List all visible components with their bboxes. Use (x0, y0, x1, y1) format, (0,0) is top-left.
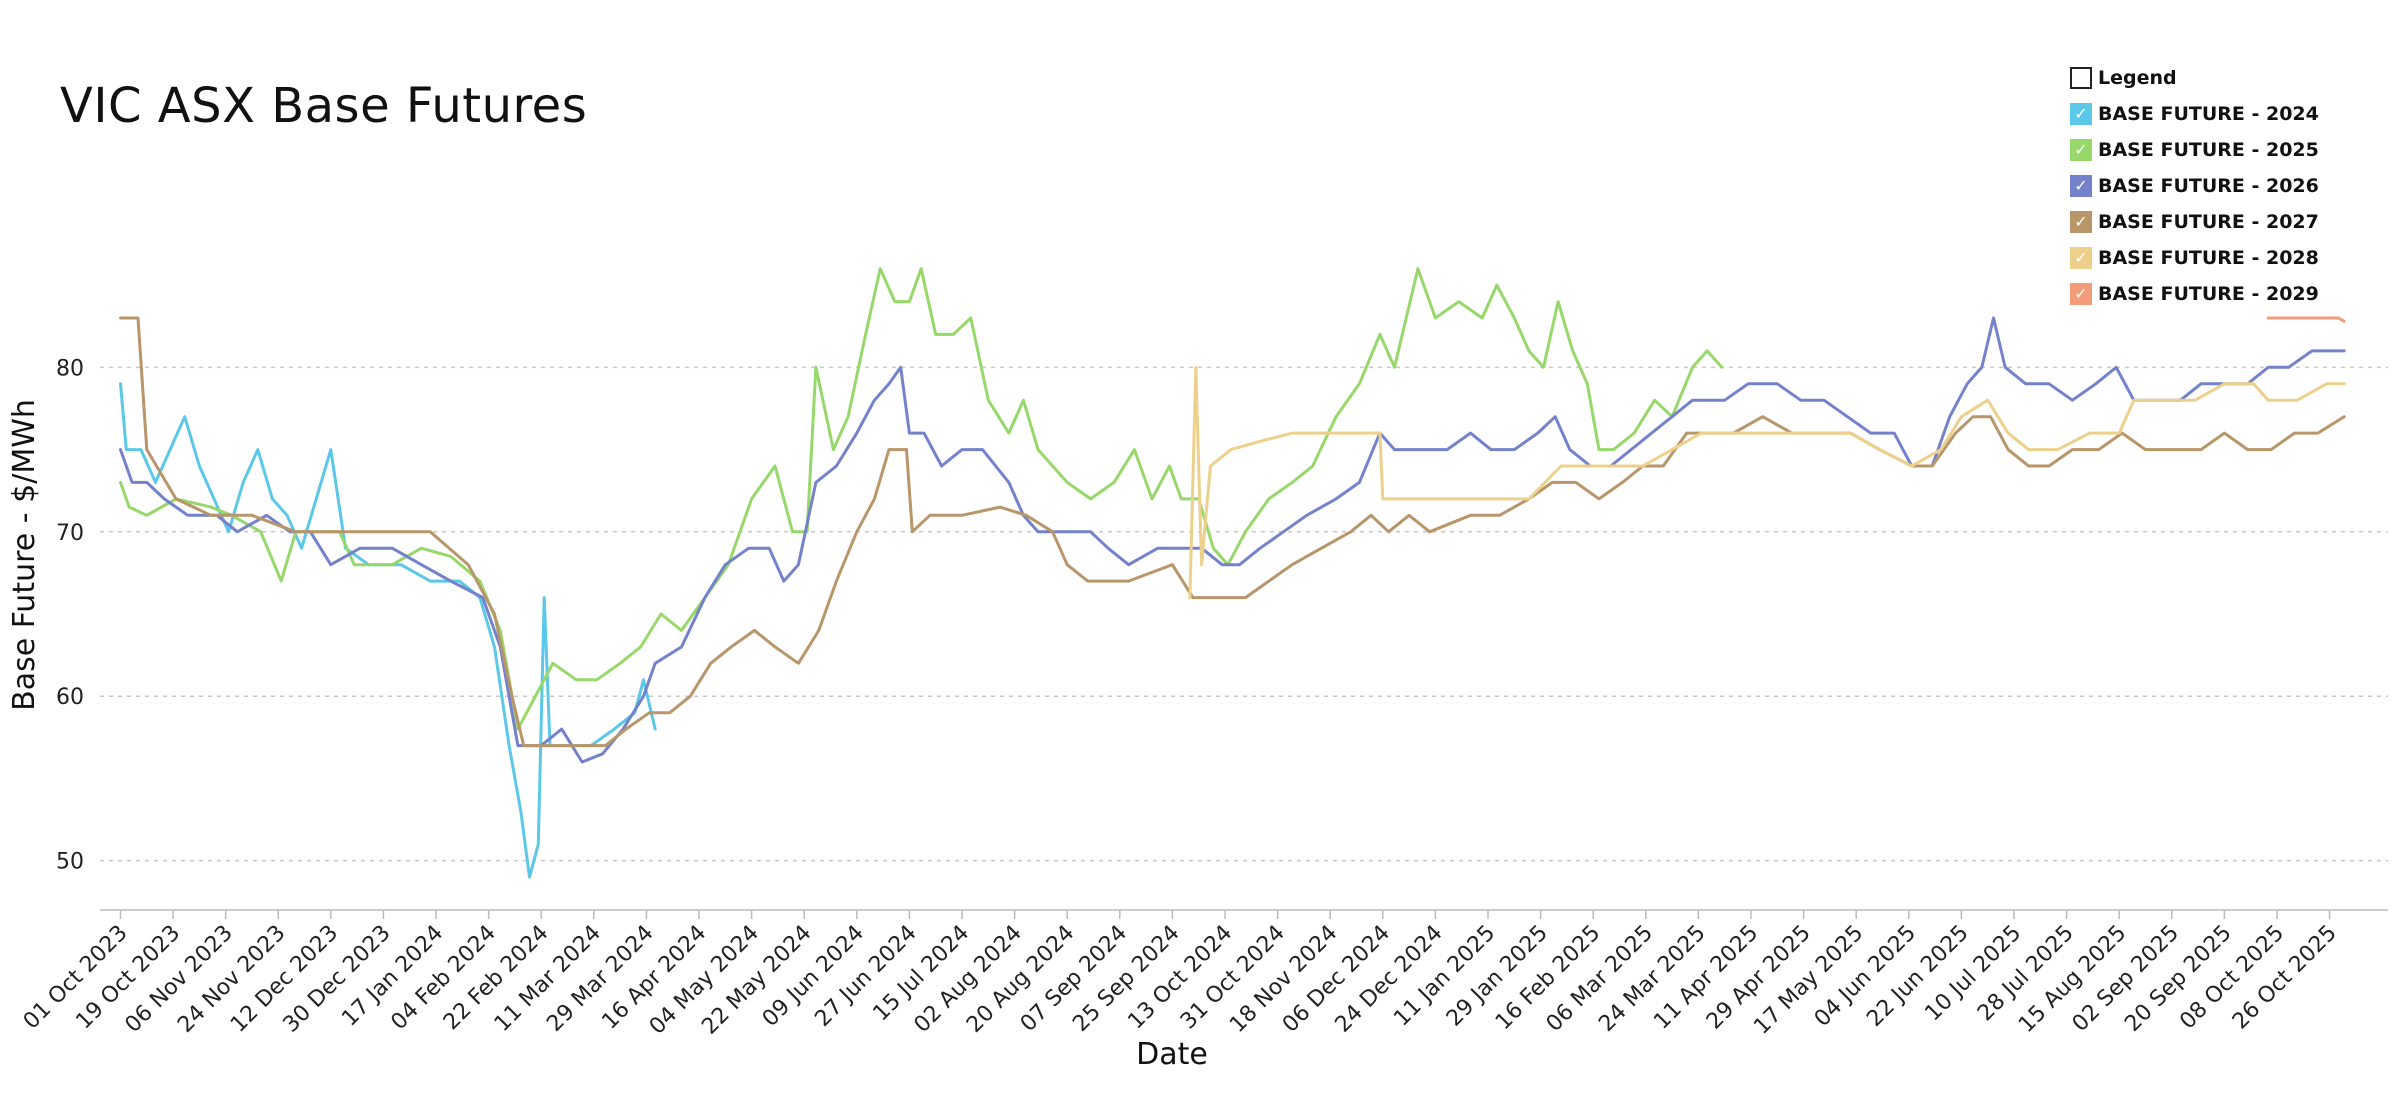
chart-title: VIC ASX Base Futures (60, 78, 588, 134)
y-tick-label: 50 (56, 850, 84, 875)
series-layer (119, 267, 2346, 879)
legend-header-label: Legend (2098, 67, 2177, 89)
series-line-base-future-2024 (119, 382, 657, 879)
legend-item[interactable]: ✓ BASE FUTURE - 2029 (2070, 276, 2319, 312)
legend-item-label: BASE FUTURE - 2025 (2098, 139, 2319, 161)
checkmark-icon: ✓ (2074, 176, 2088, 195)
legend-item[interactable]: ✓ BASE FUTURE - 2026 (2070, 168, 2319, 204)
legend-checkbox[interactable]: ✓ (2070, 175, 2092, 197)
x-axis-title: Date (1136, 1037, 1208, 1072)
legend-item[interactable]: ✓ BASE FUTURE - 2028 (2070, 240, 2319, 276)
legend-checkbox[interactable]: ✓ (2070, 247, 2092, 269)
checkmark-icon: ✓ (2074, 248, 2088, 267)
series-line-base-future-2027 (119, 316, 2346, 748)
y-tick-label: 60 (56, 685, 84, 710)
y-tick-label: 70 (56, 521, 84, 546)
legend-item-label: BASE FUTURE - 2029 (2098, 283, 2319, 305)
legend-toggle-checkbox[interactable] (2070, 67, 2092, 89)
checkmark-icon: ✓ (2074, 284, 2088, 303)
legend-checkbox[interactable]: ✓ (2070, 139, 2092, 161)
legend-checkbox[interactable]: ✓ (2070, 283, 2092, 305)
legend-item-label: BASE FUTURE - 2027 (2098, 211, 2319, 233)
grid-layer (100, 366, 2388, 862)
series-line-base-future-2028 (1188, 365, 2346, 600)
series-line-base-future-2026 (119, 316, 2346, 764)
legend-checkbox[interactable]: ✓ (2070, 103, 2092, 125)
legend-header[interactable]: Legend (2070, 60, 2319, 96)
series-line-base-future-2025 (119, 267, 1724, 731)
legend-item-label: BASE FUTURE - 2024 (2098, 103, 2319, 125)
legend-item[interactable]: ✓ BASE FUTURE - 2027 (2070, 204, 2319, 240)
y-tick-label: 80 (56, 356, 84, 381)
y-axis-title: Base Future - $/MWh (7, 399, 42, 711)
legend-item[interactable]: ✓ BASE FUTURE - 2024 (2070, 96, 2319, 132)
legend: Legend ✓ BASE FUTURE - 2024 ✓ BASE FUTURE - … (2070, 60, 2319, 312)
checkmark-icon: ✓ (2074, 140, 2088, 159)
legend-checkbox[interactable]: ✓ (2070, 211, 2092, 233)
legend-item-label: BASE FUTURE - 2028 (2098, 247, 2319, 269)
checkmark-icon: ✓ (2074, 104, 2088, 123)
legend-item[interactable]: ✓ BASE FUTURE - 2025 (2070, 132, 2319, 168)
series-line-base-future-2029 (2266, 316, 2346, 323)
legend-item-label: BASE FUTURE - 2026 (2098, 175, 2319, 197)
checkmark-icon: ✓ (2074, 212, 2088, 231)
